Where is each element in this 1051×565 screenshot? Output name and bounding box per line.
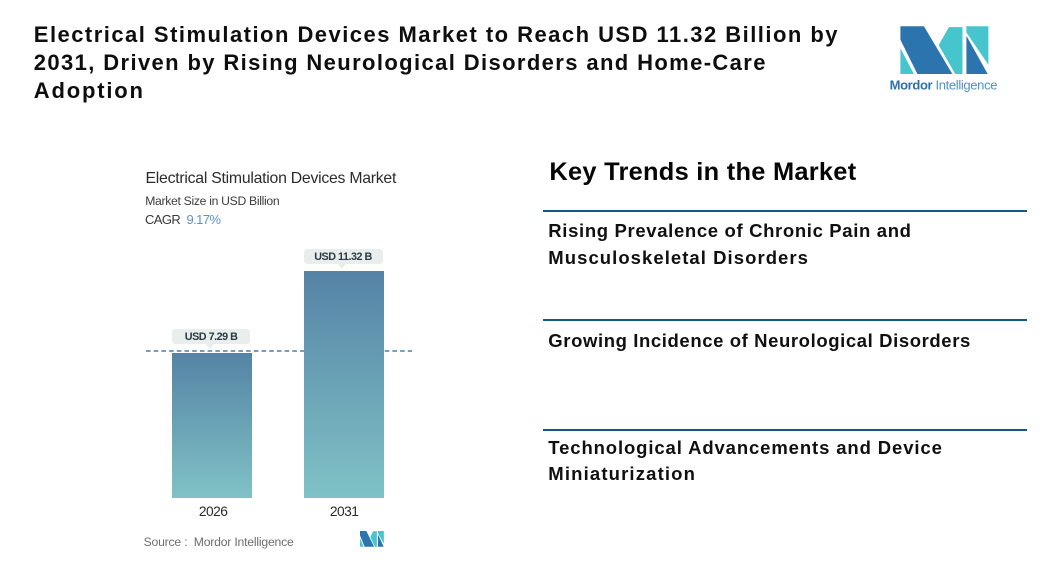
svg-text:Mordor Intelligence: Mordor Intelligence: [890, 77, 998, 92]
